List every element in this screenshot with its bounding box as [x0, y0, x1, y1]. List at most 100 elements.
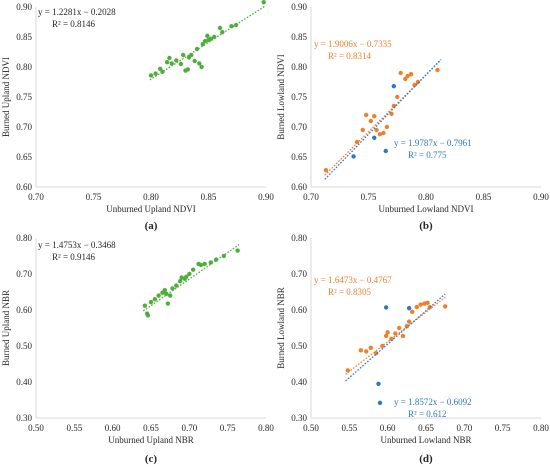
trendline [324, 58, 442, 180]
x-tick-label: 0.85 [201, 192, 217, 202]
data-point [192, 58, 197, 64]
x-tick-label: 0.75 [495, 423, 511, 433]
data-point [220, 30, 225, 35]
series-0: y = 1.6473x − 0.4767 R² = 0.8305 [314, 275, 448, 375]
y-tick-label: 0.60 [16, 305, 32, 315]
x-tick-label: 0.80 [143, 192, 159, 202]
data-point [145, 313, 151, 318]
data-point [194, 46, 200, 52]
panel-label: (b) [419, 220, 433, 232]
data-point [158, 66, 163, 72]
data-point [162, 288, 167, 293]
y-tick-label: 0.90 [16, 2, 32, 12]
data-point [156, 293, 161, 298]
r-squared-label: R² = 0.9146 [52, 252, 96, 262]
data-point [197, 61, 202, 66]
y-axis-title: Burned Upland NBR [1, 290, 11, 366]
x-tick-label: 0.65 [418, 423, 434, 433]
y-axis-title: Burned Lowland NDVI [276, 54, 286, 139]
data-point [354, 139, 360, 145]
data-point [351, 154, 356, 159]
x-tick-label: 0.60 [380, 423, 396, 433]
data-point [384, 124, 390, 130]
data-point [217, 25, 223, 31]
data-point [364, 349, 369, 354]
y-tick-label: 0.70 [291, 269, 307, 279]
data-point [425, 300, 430, 305]
y-tick-label: 0.65 [291, 152, 307, 162]
x-tick-label: 0.60 [105, 423, 121, 433]
trend-equation: y = 1.6473x − 0.4767 [314, 275, 392, 285]
data-point [165, 301, 171, 306]
y-axis-title: Burned Lowland NBR [276, 287, 286, 369]
x-tick-label: 0.85 [476, 192, 492, 202]
data-point [358, 348, 364, 353]
data-point [229, 24, 234, 29]
y-tick-label: 0.80 [16, 62, 32, 72]
x-tick-label: 0.70 [181, 423, 197, 433]
x-tick-label: 0.80 [258, 423, 274, 433]
data-point [383, 305, 389, 310]
panel-d: 0.50 0.55 0.60 0.65 0.70 0.75 0.80 0.30 0.40 0.50… [276, 233, 549, 465]
data-point [164, 60, 170, 65]
data-point [152, 297, 158, 302]
y-axis-title: Burned Upland NDVI [1, 57, 11, 137]
trendline [345, 293, 446, 382]
data-point [178, 61, 184, 67]
data-point [398, 70, 403, 76]
data-point [167, 293, 173, 298]
data-point [372, 114, 377, 119]
series-0: y = 1.4753x − 0.3468 R² = 0.9146 [38, 240, 240, 318]
x-tick-label: 0.70 [456, 423, 472, 433]
data-point [435, 67, 440, 73]
data-point [380, 343, 385, 349]
trend-equation: y = 1.8572x − 0.6092 [394, 397, 472, 407]
data-point [189, 52, 194, 58]
panel-b: 0.70 0.75 0.80 0.85 0.90 0.60 0.65 0.70 0.75 0.80… [276, 2, 549, 232]
series-1: y = 1.8572x − 0.6092 R² = 0.612 [345, 293, 472, 419]
data-point [190, 267, 196, 272]
data-point [395, 94, 400, 100]
data-point [205, 33, 210, 38]
data-point [403, 76, 408, 82]
data-point [404, 324, 410, 329]
panel-label: (c) [145, 453, 158, 465]
y-tick-label: 0.70 [16, 122, 32, 132]
data-point [372, 135, 377, 140]
data-point [164, 291, 169, 296]
trend-equation: y = 1.2281x − 0.2028 [38, 7, 116, 17]
y-tick-label: 0.85 [16, 32, 32, 42]
x-tick-label: 0.55 [66, 423, 82, 433]
data-point [408, 72, 414, 77]
y-tick-label: 0.90 [291, 2, 307, 12]
data-point [418, 302, 423, 307]
data-point [374, 127, 379, 133]
x-tick-label: 0.70 [303, 192, 319, 202]
data-point [177, 279, 183, 284]
x-tick-label: 0.50 [303, 423, 319, 433]
y-tick-label: 0.30 [16, 413, 32, 423]
data-point [376, 381, 381, 386]
x-axis-title: Unburned Lowland NDVI [379, 204, 474, 214]
x-tick-label: 0.75 [86, 192, 102, 202]
y-tick-label: 0.80 [291, 233, 307, 243]
data-point [383, 333, 389, 339]
x-axis-title: Unburned Upland NDVI [106, 204, 195, 214]
panel-a: 0.70 0.75 0.80 0.85 0.90 0.60 0.65 0.70 0.75 0.80… [1, 0, 274, 232]
y-tick-label: 0.40 [291, 377, 307, 387]
data-point [442, 304, 448, 309]
data-point [148, 299, 154, 305]
series-0: y = 1.2281x − 0.2028 R² = 0.8146 [38, 0, 266, 81]
x-tick-label: 0.75 [220, 423, 236, 433]
x-axis-title: Unburned Lowland NBR [381, 435, 472, 445]
panel-label: (d) [419, 453, 433, 465]
r-squared-label: R² = 0.775 [408, 150, 447, 160]
panel-c: 0.50 0.55 0.60 0.65 0.70 0.75 0.80 0.30 0.40 0.50… [1, 233, 274, 465]
data-point [185, 67, 190, 72]
y-tick-label: 0.80 [291, 62, 307, 72]
y-tick-label: 0.60 [16, 182, 32, 192]
data-point [400, 333, 406, 339]
data-point [167, 55, 172, 61]
trend-equation: y = 1.4753x − 0.3468 [38, 240, 116, 250]
